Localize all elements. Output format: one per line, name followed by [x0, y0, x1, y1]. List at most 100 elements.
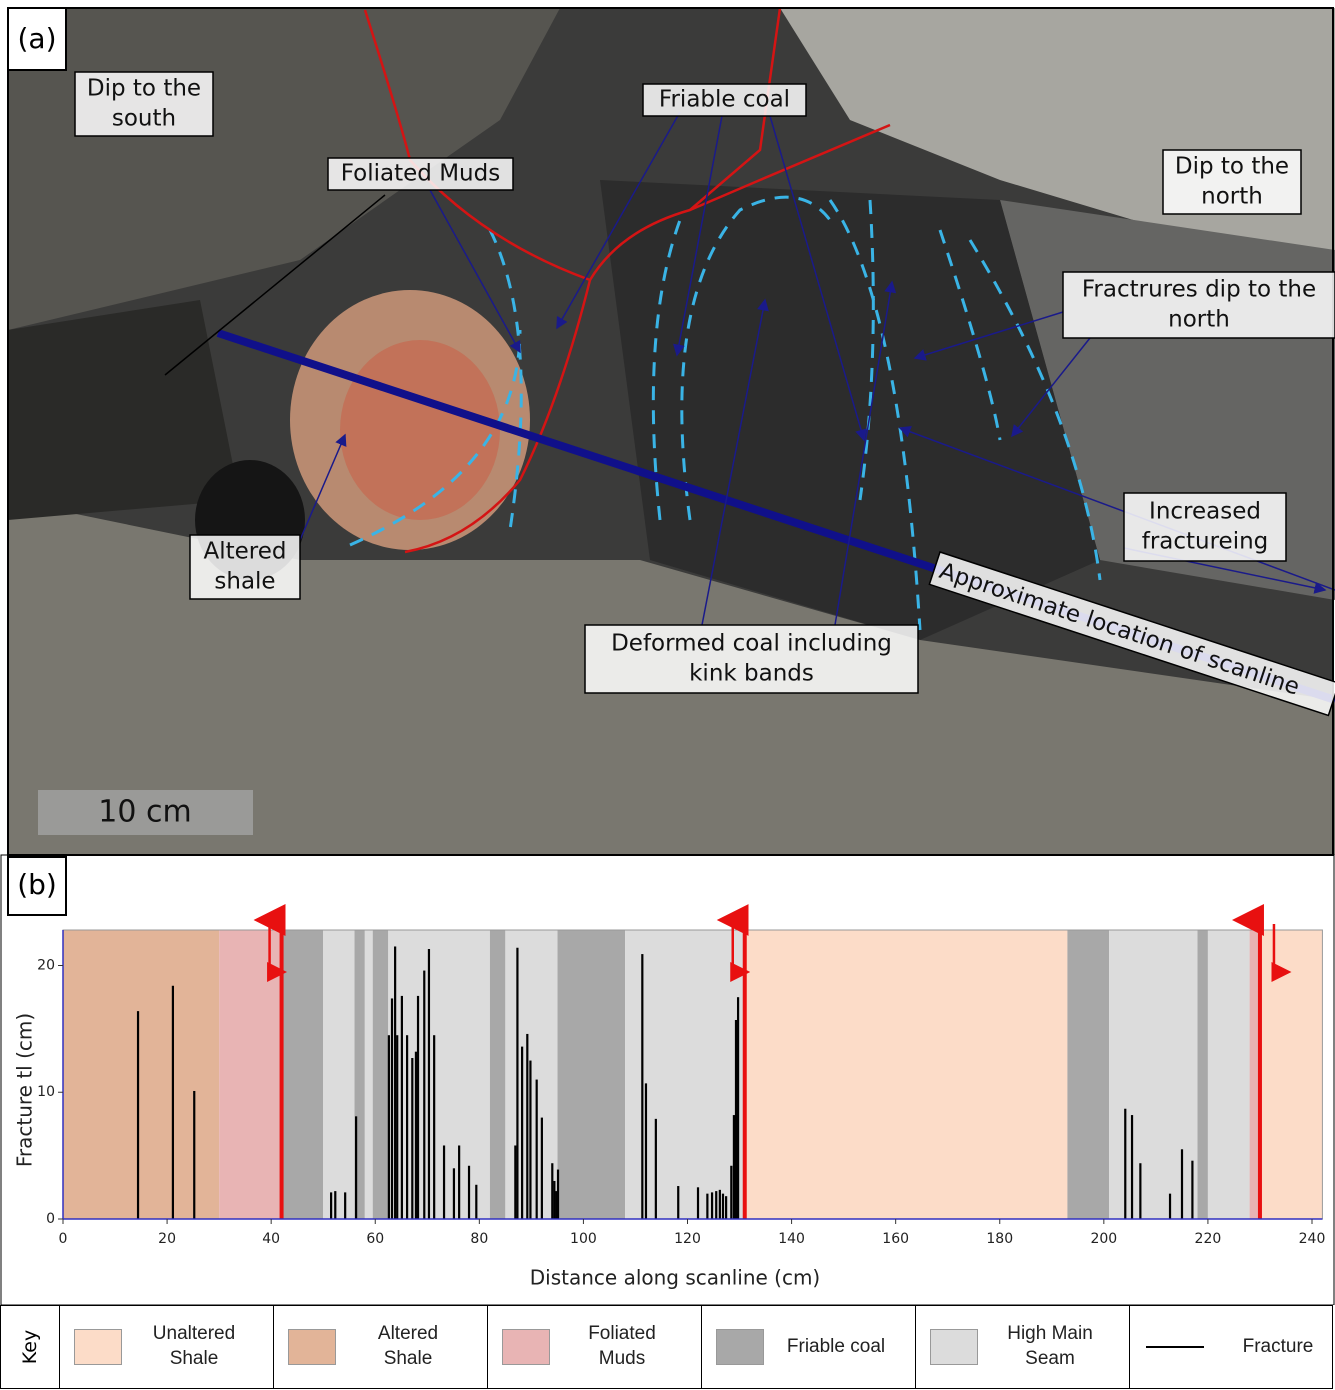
- x-tick-label: 200: [1090, 1231, 1117, 1247]
- key-label: Foliated Muds: [588, 1323, 656, 1369]
- x-tick-label: 160: [882, 1231, 909, 1247]
- fracture-bar: [1124, 1108, 1127, 1219]
- fracture-bar: [721, 1193, 725, 1219]
- unit-zone: [557, 930, 626, 1219]
- key-item: Friable coal: [701, 1306, 915, 1388]
- unit-zone: [323, 930, 355, 1219]
- fracture-bar: [411, 1058, 414, 1219]
- x-axis-label: Distance along scanline (cm): [530, 1266, 820, 1290]
- fracture-bar: [514, 1145, 517, 1219]
- annotation-box: [584, 624, 919, 694]
- panel-label: (b): [17, 868, 57, 901]
- fracture-bar: [193, 1090, 196, 1219]
- fracture-bar: [1168, 1193, 1172, 1219]
- key-swatch: [74, 1329, 122, 1365]
- fracture-bar: [171, 985, 175, 1219]
- key-label: Friable coal: [786, 1335, 886, 1357]
- fracture-bar: [516, 947, 519, 1219]
- fracture-bar: [696, 1187, 700, 1219]
- fracture-bar: [1191, 1160, 1194, 1219]
- fracture-bar: [390, 998, 394, 1219]
- figure: 10 cm (a) Dip to the south Foliated Muds Fr…: [0, 7, 1335, 1305]
- x-tick-label: 80: [470, 1231, 488, 1247]
- x-tick-label: 140: [778, 1231, 805, 1247]
- x-tick-label: 20: [158, 1231, 176, 1247]
- annotation: north: [1168, 307, 1230, 333]
- fracture-bar: [555, 1191, 558, 1219]
- x-tick-label: 220: [1195, 1231, 1222, 1247]
- annotation: Friable coal: [659, 87, 790, 113]
- fracture-bar: [475, 1184, 478, 1219]
- fracture-bar: [396, 1035, 399, 1219]
- fracture-bar: [344, 1192, 347, 1219]
- y-tick-label: 10: [37, 1084, 55, 1100]
- fracture-bar: [677, 1186, 680, 1219]
- y-tick-label: 20: [37, 957, 55, 973]
- unit-zone: [1197, 930, 1208, 1219]
- fracture-bar: [556, 1169, 560, 1219]
- fracture-bar: [414, 1051, 418, 1219]
- fracture-bar: [433, 1035, 436, 1219]
- annotation: Increased: [1149, 499, 1261, 525]
- unit-zone: [1109, 930, 1198, 1219]
- annotation-box: [74, 71, 214, 137]
- unit-zone: [388, 930, 490, 1219]
- key-label: Altered Shale: [377, 1323, 439, 1369]
- fracture-bar: [423, 970, 426, 1219]
- fracture-bar: [467, 1165, 471, 1219]
- key-label: Fracture: [1242, 1335, 1314, 1357]
- unit-zone: [1259, 930, 1323, 1219]
- fracture-bar: [715, 1191, 718, 1219]
- key-item: Foliated Muds: [487, 1306, 701, 1388]
- fracture-bar: [553, 1180, 556, 1219]
- fracture-bar: [736, 997, 740, 1219]
- fracture-bar: [654, 1118, 657, 1219]
- fracture-bar: [330, 1192, 333, 1219]
- unit-zone: [489, 930, 506, 1219]
- x-tick-label: 120: [674, 1231, 701, 1247]
- x-tick-label: 180: [986, 1231, 1013, 1247]
- fracture-bar: [718, 1189, 721, 1219]
- key-item: High Main Seam: [915, 1306, 1129, 1388]
- annotation-box: [189, 534, 301, 600]
- fracture-bar: [535, 1079, 538, 1219]
- key-title-cell: Key: [1, 1306, 59, 1388]
- y-axis-label: Fracture tl (cm): [13, 1013, 37, 1167]
- annotation: Deformed coal including: [611, 631, 892, 657]
- annotation-box: [1062, 271, 1335, 339]
- annotation-box: [1123, 492, 1287, 562]
- annotation: Fractrures dip to the: [1082, 277, 1316, 303]
- annotation: Dip to the: [1175, 154, 1289, 180]
- unit-zone: [372, 930, 389, 1219]
- unit-zone: [354, 930, 365, 1219]
- fracture-bar: [1130, 1115, 1134, 1219]
- fracture-bar: [1139, 1163, 1142, 1219]
- fracture-bar: [730, 1165, 733, 1219]
- fracture-bar: [394, 946, 397, 1219]
- unit-zone: [219, 930, 282, 1219]
- key-item: Altered Shale: [273, 1306, 487, 1388]
- x-tick-label: 0: [59, 1231, 68, 1247]
- fracture-bar: [732, 1115, 736, 1219]
- x-tick-label: 60: [366, 1231, 384, 1247]
- x-tick-label: 240: [1299, 1231, 1326, 1247]
- key-swatch: [502, 1329, 550, 1365]
- scale-bar-label: 10 cm: [98, 795, 191, 830]
- fracture-bar: [725, 1196, 728, 1219]
- annotation: Altered: [204, 539, 287, 565]
- unit-zone: [744, 930, 1068, 1219]
- x-tick-label: 100: [570, 1231, 597, 1247]
- fracture-bar: [521, 1046, 524, 1219]
- key-item: Fracture: [1129, 1306, 1335, 1388]
- annotation: shale: [214, 569, 275, 595]
- fracture-bar: [427, 949, 431, 1219]
- key: Key Unaltered Shale Altered Shale Foliated…: [0, 1305, 1333, 1389]
- unit-zone: [1067, 930, 1110, 1219]
- unit-zone: [281, 930, 324, 1219]
- fracture-bar: [136, 1011, 140, 1219]
- annotation-box: [327, 157, 514, 191]
- fracture-bar: [458, 1145, 461, 1219]
- unit-zone: [364, 930, 373, 1219]
- annotation: kink bands: [689, 661, 814, 687]
- annotation: north: [1201, 184, 1263, 210]
